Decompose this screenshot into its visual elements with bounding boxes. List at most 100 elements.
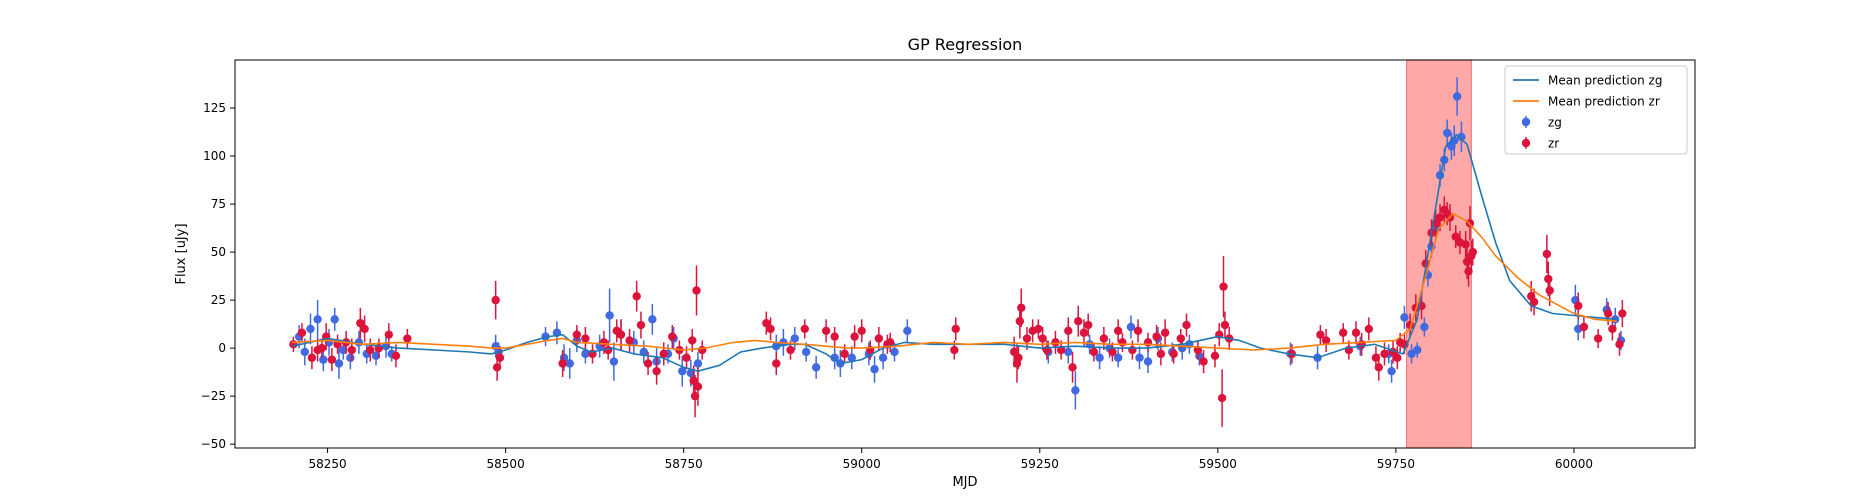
chart-title: GP Regression (908, 35, 1023, 54)
zr-point-73 (1074, 317, 1083, 326)
zr-point-142 (1618, 309, 1627, 318)
zg-point-71 (1413, 345, 1422, 355)
legend-marker-swatch (1521, 138, 1531, 148)
highlight-region (1405, 59, 1472, 449)
legend-label: Mean prediction zg (1548, 74, 1662, 88)
zg-point-40 (811, 363, 821, 372)
zr-point-27 (616, 330, 626, 339)
zr-point-69 (1051, 338, 1060, 347)
zr-point-96 (1220, 320, 1230, 330)
zr-point-17 (491, 295, 500, 305)
zr-point-132 (1529, 297, 1539, 307)
zr-point-91 (1199, 357, 1208, 366)
zg-point-2 (306, 324, 315, 334)
zg-point-28 (639, 347, 648, 357)
zr-point-58 (951, 324, 960, 334)
y-tick-label-100: 100 (203, 149, 226, 163)
zr-point-130 (1468, 247, 1477, 257)
zg-point-81 (1452, 92, 1462, 101)
zr-point-48 (821, 326, 831, 336)
zr-point-20 (558, 359, 567, 368)
legend-item-mean-prediction-zr: Mean prediction zr (1513, 95, 1660, 109)
zr-point-88 (1176, 334, 1185, 343)
zr-point-32 (652, 366, 661, 376)
zg-point-35 (693, 359, 703, 368)
zr-point-64 (1022, 334, 1032, 343)
legend-label: zr (1548, 137, 1559, 151)
zr-point-95 (1219, 282, 1228, 291)
y-tick-label-75: 75 (211, 197, 226, 211)
zr-point-34 (668, 332, 677, 341)
zg-point-7 (334, 359, 344, 368)
zr-point-19 (495, 353, 505, 362)
zg-point-51 (1071, 386, 1080, 395)
zr-point-63 (1017, 303, 1026, 312)
zg-point-77 (1440, 155, 1449, 165)
zr-point-87 (1169, 349, 1178, 359)
zr-point-139 (1603, 309, 1613, 318)
zr-point-119 (1435, 213, 1445, 222)
x-tick-label-59750: 59750 (1377, 457, 1415, 471)
y-tick-label-50: 50 (211, 245, 226, 259)
legend-item-zg: zg (1521, 116, 1562, 130)
zr-point-81 (1128, 345, 1137, 355)
zg-point-33 (678, 366, 687, 376)
zr-point-2 (307, 353, 317, 362)
zg-point-22 (581, 349, 590, 359)
zr-point-100 (1321, 336, 1331, 345)
zr-point-123 (1451, 232, 1460, 241)
legend-label: Mean prediction zr (1548, 95, 1660, 109)
plot-area (234, 59, 1696, 449)
axes-frame (234, 59, 1696, 449)
zg-point-68 (1387, 366, 1396, 376)
zr-point-71 (1064, 326, 1073, 336)
y-axis-label: Flux [uJy] (174, 223, 189, 284)
x-tick-label-60000: 60000 (1555, 457, 1593, 471)
legend-box (1504, 65, 1688, 155)
zg-point-25 (609, 357, 619, 366)
zr-point-0 (289, 340, 298, 349)
zr-point-31 (643, 359, 653, 368)
zr-point-43 (762, 318, 771, 328)
zr-point-50 (840, 349, 849, 359)
zg-point-9 (346, 353, 355, 362)
zr-point-45 (772, 359, 781, 368)
zr-point-49 (830, 332, 839, 341)
zr-point-79 (1113, 326, 1123, 336)
x-tick-label-58500: 58500 (487, 457, 525, 471)
zr-point-62 (1015, 317, 1025, 326)
zg-point-20 (565, 359, 574, 368)
zr-point-46 (786, 345, 795, 355)
zr-point-74 (1079, 328, 1089, 337)
zr-point-61 (1014, 353, 1023, 362)
zg-point-78 (1442, 128, 1452, 138)
zg-point-29 (648, 315, 657, 324)
zg-point-57 (1135, 353, 1144, 362)
zr-point-94 (1217, 393, 1227, 403)
zr-point-99 (1316, 330, 1325, 339)
zr-point-84 (1152, 332, 1161, 341)
zr-point-135 (1545, 286, 1554, 295)
y-tick-label--25: −25 (201, 389, 226, 403)
zg-point-4 (319, 355, 328, 364)
x-axis: 58250 58500 58750 59000 59250 59500 59750 60000 (308, 448, 1593, 471)
zg-point-43 (847, 353, 856, 362)
zr-point-138 (1593, 334, 1603, 343)
zr-point-134 (1544, 274, 1553, 284)
y-tick-label-125: 125 (203, 101, 226, 115)
x-tick-label-58750: 58750 (665, 457, 703, 471)
zg-point-38 (790, 334, 799, 343)
zg-point-46 (878, 353, 888, 362)
zr-point-37 (688, 336, 697, 345)
zg-point-48 (903, 326, 912, 336)
zg-point-69 (1400, 313, 1409, 322)
zr-point-28 (625, 336, 634, 345)
y-axis: −50 −25 0 25 50 75 100 125 (201, 101, 235, 451)
legend-marker-swatch (1521, 117, 1531, 127)
zr-point-78 (1108, 347, 1117, 357)
zr-point-67 (1038, 334, 1047, 343)
zr-point-75 (1084, 320, 1093, 330)
zr-point-14 (384, 330, 394, 339)
zr-point-105 (1364, 324, 1374, 334)
